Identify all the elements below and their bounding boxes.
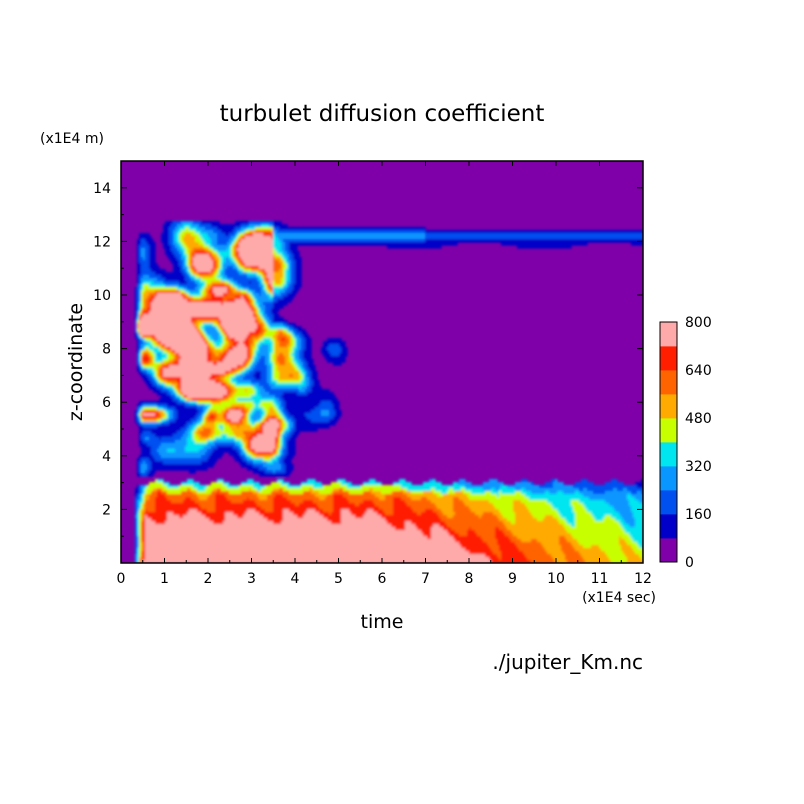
colorbar-swatch: [660, 466, 677, 491]
x-tick-label: 12: [634, 571, 652, 587]
y-tick-label: 2: [102, 502, 111, 518]
x-tick-label: 4: [291, 571, 300, 587]
y-axis: 2 4 6 8 10 12 14: [93, 181, 643, 537]
colorbar-tick-label: 480: [685, 411, 712, 427]
y-tick-label: 6: [102, 395, 111, 411]
colorbar-swatch: [660, 442, 677, 467]
x-tick-label: 0: [117, 571, 126, 587]
colorbar-tick-label: 640: [685, 363, 712, 379]
plot-area: [121, 161, 643, 563]
y-tick-label: 10: [93, 288, 111, 304]
y-unit-label: (x1E4 m): [40, 131, 104, 147]
x-tick-label: 1: [160, 571, 169, 587]
colorbar-tick-label: 320: [685, 459, 712, 475]
chart-title: turbulet diffusion coefficient: [220, 101, 545, 127]
colorbar-tick-label: 0: [685, 555, 694, 571]
y-tick-label: 12: [93, 234, 111, 250]
contour-fill: [135, 221, 643, 563]
y-tick-label: 8: [102, 342, 111, 358]
x-axis-label: time: [361, 611, 404, 633]
colorbar-swatch: [660, 370, 677, 395]
colorbar-swatch: [660, 322, 677, 347]
y-tick-label: 14: [93, 181, 111, 197]
colorbar: 0 160 320 480 640 800: [659, 315, 712, 571]
colorbar-swatch: [660, 490, 677, 515]
colorbar-swatch: [660, 418, 677, 443]
x-tick-label: 11: [591, 571, 609, 587]
colorbar-swatch: [660, 394, 677, 419]
x-tick-label: 10: [547, 571, 565, 587]
colorbar-swatch: [660, 514, 677, 539]
colorbar-swatch: [660, 538, 677, 563]
colorbar-swatch: [660, 346, 677, 371]
x-unit-label: (x1E4 sec): [582, 590, 656, 606]
x-axis: 0 1 2 3 4 5 6 7 8 9 10 11 12: [117, 161, 652, 587]
x-tick-label: 6: [378, 571, 387, 587]
x-tick-label: 5: [334, 571, 343, 587]
source-file-label: ./jupiter_Km.nc: [492, 650, 643, 674]
x-tick-label: 9: [508, 571, 517, 587]
x-tick-label: 3: [247, 571, 256, 587]
colorbar-tick-label: 800: [685, 315, 712, 331]
x-tick-label: 7: [421, 571, 430, 587]
x-tick-label: 8: [465, 571, 474, 587]
y-axis-label: z-coordinate: [65, 303, 87, 421]
colorbar-tick-label: 160: [685, 507, 712, 523]
x-tick-label: 2: [204, 571, 213, 587]
y-tick-label: 4: [102, 449, 111, 465]
